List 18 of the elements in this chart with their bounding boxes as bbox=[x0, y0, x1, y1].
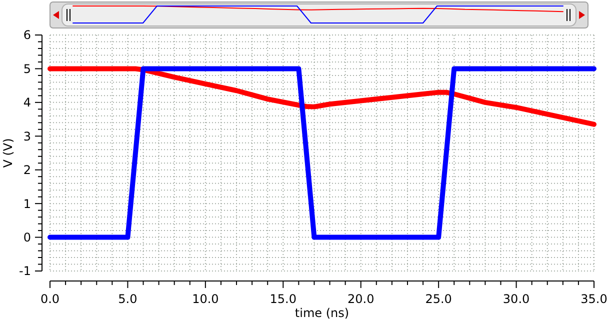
y-tick-label: 5 bbox=[23, 62, 31, 76]
y-tick-label: 4 bbox=[23, 96, 31, 110]
y-tick-label: 6 bbox=[23, 28, 31, 42]
y-tick-label: 1 bbox=[23, 196, 31, 211]
x-tick-label: 20.0 bbox=[348, 292, 374, 306]
x-tick-label: 25.0 bbox=[425, 292, 452, 306]
x-tick-label: 10.0 bbox=[192, 292, 219, 306]
y-tick-label: 0 bbox=[23, 230, 31, 244]
x-tick-label: 30.0 bbox=[502, 292, 530, 306]
y-tick-label: 2 bbox=[23, 163, 31, 178]
x-tick-label: 15.0 bbox=[270, 292, 296, 306]
x-tick-label: 0.0 bbox=[40, 292, 60, 306]
y-tick-label: -1 bbox=[19, 264, 31, 278]
x-axis-title: time (ns) bbox=[294, 306, 350, 320]
y-axis-title: V (V) bbox=[1, 138, 15, 168]
x-tick-label: 5.0 bbox=[118, 292, 138, 306]
y-tick-label: 3 bbox=[23, 129, 31, 144]
x-tick-label: 35.0 bbox=[580, 292, 608, 306]
